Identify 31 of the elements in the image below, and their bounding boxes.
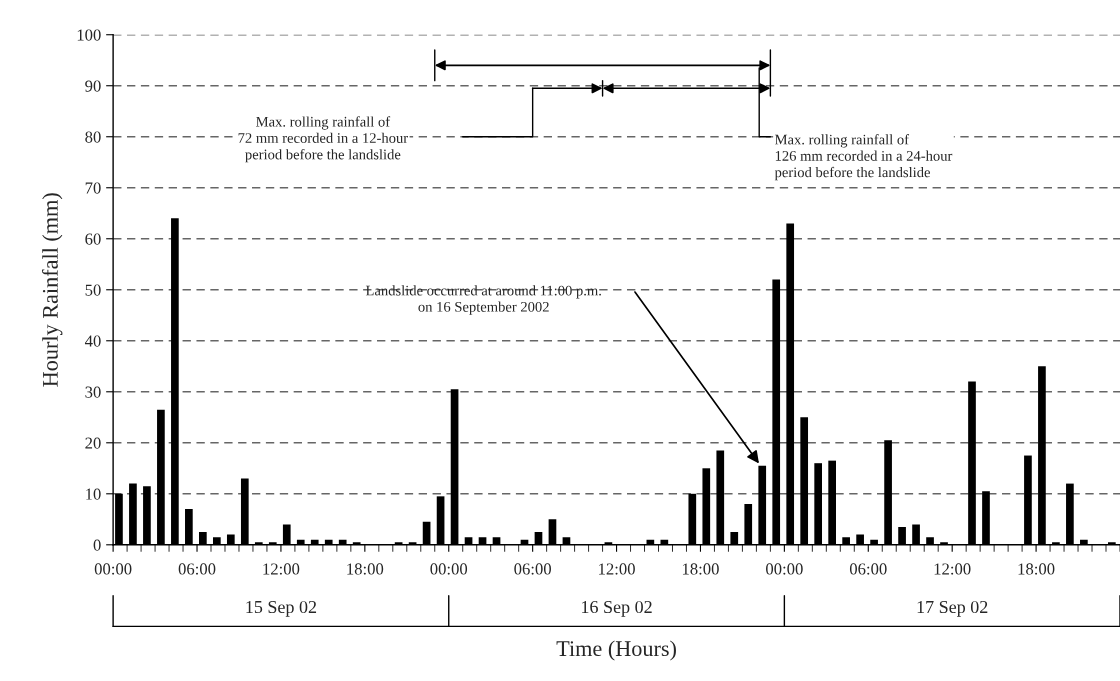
y-tick-label: 0 (93, 539, 101, 551)
x-tick-label: 18:00 (347, 563, 384, 575)
y-tick-label: 40 (84, 335, 101, 347)
y-tick-label: 60 (85, 233, 101, 245)
y-axis-title: Hourly Rainfall (mm) (41, 193, 63, 387)
x2-tick-label: 15 Sep 02 (246, 600, 317, 617)
annotation: Landslide occurred at around 11:00 p.m. on 16 September 2002 (365, 285, 601, 315)
annotation: Max. rolling rainfall of 72 mm recorded in a 12-hour period before the landslide (238, 116, 408, 163)
x-axis-title: Time (Hours) (556, 640, 676, 661)
x-tick-label: 06:00 (178, 563, 216, 575)
x-tick-label: 00:00 (766, 563, 803, 575)
x-tick-label: 12:00 (599, 563, 635, 575)
x-tick-label: 12:00 (263, 563, 300, 575)
y-tick-label: 70 (85, 182, 101, 194)
x-tick-label: 00:00 (430, 563, 468, 575)
x-tick-label: 18:00 (1018, 563, 1055, 575)
x2-tick-label: 17 Sep 02 (917, 600, 988, 617)
y-tick-label: 20 (85, 437, 101, 449)
y-tick-label: 30 (85, 386, 101, 398)
y-tick-label: 80 (85, 131, 101, 143)
y-tick-label: 50 (85, 284, 101, 296)
annotation: Max. rolling rainfall of 126 mm recorded in a 24-hour period before the landslide (774, 134, 953, 181)
y-tick-label: 90 (85, 80, 101, 92)
x-tick-label: 00:00 (94, 563, 132, 575)
x-tick-label: 06:00 (849, 563, 887, 575)
x-tick-label: 12:00 (934, 563, 971, 575)
x-tick-label: 18:00 (682, 563, 719, 575)
x-tick-label: 06:00 (514, 563, 551, 575)
y-tick-label: 100 (77, 29, 101, 41)
x2-tick-label: 16 Sep 02 (582, 600, 652, 617)
y-tick-label: 10 (86, 488, 101, 500)
